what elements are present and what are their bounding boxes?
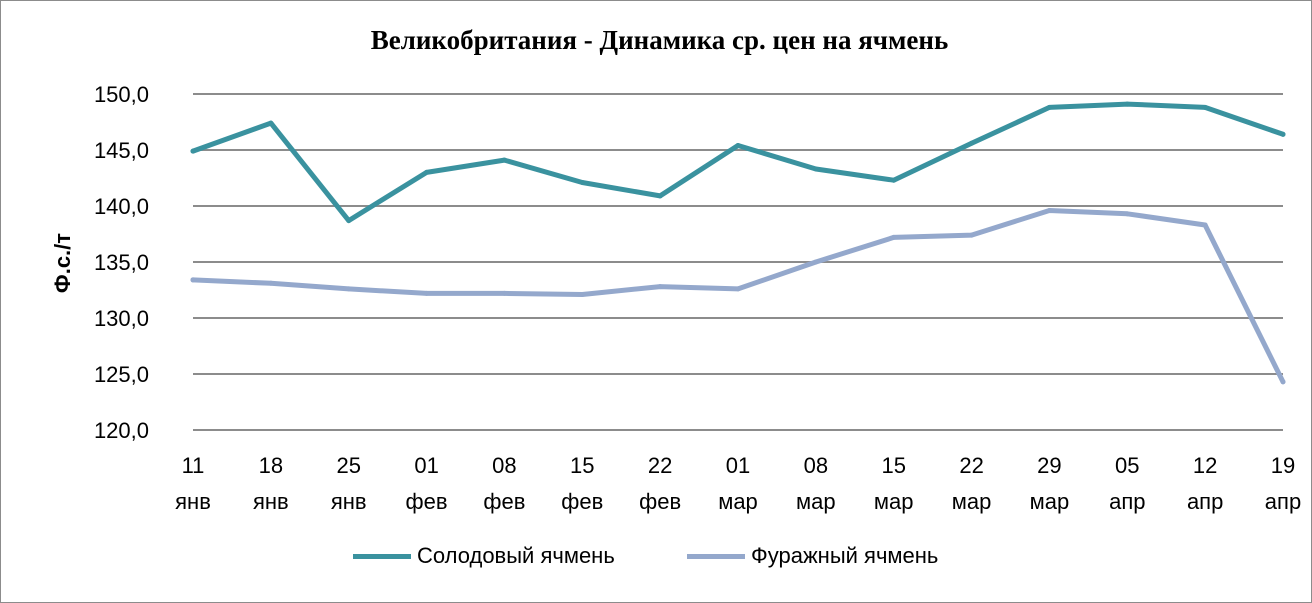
x-tick-label-month: апр	[1265, 489, 1301, 514]
series-line-1	[190, 208, 1286, 385]
data-point	[735, 143, 741, 149]
data-point	[579, 179, 585, 185]
x-tick-label-day: 01	[726, 453, 750, 478]
x-tick-label-day: 19	[1271, 453, 1295, 478]
y-tick-label: 130,0	[94, 306, 149, 331]
x-tick-labels: 11 янв 18 янв 25 янв 01 фев 08 фев 15 фев 22 фев 01 мар…	[175, 453, 1301, 514]
data-point	[501, 290, 507, 296]
data-point	[424, 169, 430, 175]
x-tick-label-month: янв	[253, 489, 289, 514]
x-tick-label-month: апр	[1187, 489, 1223, 514]
data-point	[1046, 207, 1052, 213]
data-point	[190, 277, 196, 283]
x-tick-label-month: фев	[406, 489, 448, 514]
data-point	[891, 234, 897, 240]
x-tick-label-month: мар	[874, 489, 914, 514]
chart-title: Великобритания - Динамика ср. цен на ячм…	[370, 25, 949, 55]
y-tick-label: 145,0	[94, 138, 149, 163]
legend-swatch-feed-barley	[687, 553, 745, 559]
series-lines	[190, 101, 1286, 385]
x-tick-label-day: 18	[259, 453, 283, 478]
plot-area: 150,0 145,0 140,0 135,0 130,0 125,0 120,0 11 ян…	[94, 82, 1301, 514]
y-tick-label: 135,0	[94, 250, 149, 275]
data-point	[813, 259, 819, 265]
y-tick-label: 140,0	[94, 194, 149, 219]
data-point	[346, 286, 352, 292]
data-point	[891, 177, 897, 183]
x-tick-label-month: апр	[1109, 489, 1145, 514]
x-tick-label-day: 15	[570, 453, 594, 478]
x-tick-label-day: 22	[959, 453, 983, 478]
x-tick-label-day: 08	[804, 453, 828, 478]
data-point	[813, 166, 819, 172]
legend-item-malting-barley: Солодовый ячмень	[353, 543, 615, 569]
x-tick-label-month: мар	[796, 489, 836, 514]
data-point	[1280, 131, 1286, 137]
x-tick-label-day: 22	[648, 453, 672, 478]
data-point	[735, 286, 741, 292]
x-tick-label-month: мар	[952, 489, 992, 514]
x-tick-label-day: 25	[336, 453, 360, 478]
x-tick-label-month: фев	[639, 489, 681, 514]
x-tick-label-day: 15	[881, 453, 905, 478]
data-point	[501, 157, 507, 163]
x-tick-label-day: 29	[1037, 453, 1061, 478]
legend-item-feed-barley: Фуражный ячмень	[687, 543, 938, 569]
data-point	[268, 120, 274, 126]
y-tick-labels: 150,0 145,0 140,0 135,0 130,0 125,0 120,0	[94, 82, 149, 443]
x-tick-label-day: 05	[1115, 453, 1139, 478]
data-point	[1202, 222, 1208, 228]
x-tick-label-day: 01	[414, 453, 438, 478]
x-tick-label-day: 11	[182, 453, 205, 478]
data-point	[346, 218, 352, 224]
data-point	[969, 140, 975, 146]
x-tick-label-day: 08	[492, 453, 516, 478]
legend: Солодовый ячмень Фуражный ячмень	[1, 543, 1311, 575]
x-tick-label-month: фев	[483, 489, 525, 514]
y-tick-label: 120,0	[94, 418, 149, 443]
data-point	[268, 280, 274, 286]
data-point	[657, 193, 663, 199]
data-point	[1124, 101, 1130, 107]
data-point	[657, 284, 663, 290]
legend-label-feed-barley: Фуражный ячмень	[751, 543, 939, 568]
x-tick-label-month: фев	[561, 489, 603, 514]
x-tick-label-month: янв	[331, 489, 367, 514]
data-point	[579, 291, 585, 297]
x-tick-label-month: мар	[1030, 489, 1070, 514]
x-tick-label-month: мар	[718, 489, 758, 514]
series-line-0	[190, 101, 1286, 224]
data-point	[969, 232, 975, 238]
data-point	[1202, 104, 1208, 110]
x-tick-label-day: 12	[1193, 453, 1217, 478]
x-tick-label-month: янв	[175, 489, 211, 514]
legend-label-malting-barley: Солодовый ячмень	[417, 543, 615, 568]
data-point	[190, 148, 196, 154]
data-point	[424, 290, 430, 296]
data-point	[1280, 379, 1286, 385]
data-point	[1124, 211, 1130, 217]
legend-swatch-malting-barley	[353, 553, 411, 559]
y-tick-label: 150,0	[94, 82, 149, 107]
data-point	[1046, 104, 1052, 110]
y-tick-label: 125,0	[94, 362, 149, 387]
